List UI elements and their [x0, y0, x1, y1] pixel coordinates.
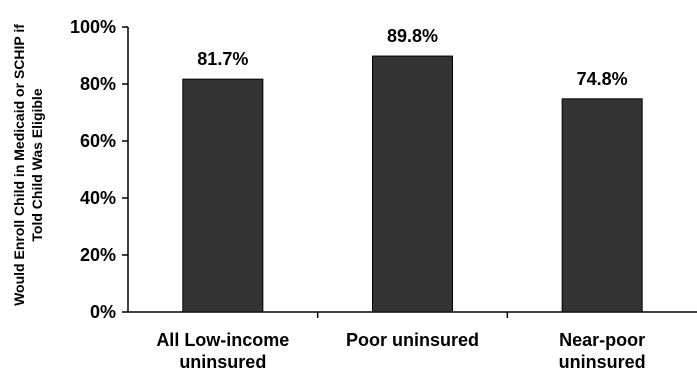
y-tick-label: 60%	[80, 131, 116, 151]
y-tick-label: 40%	[80, 188, 116, 208]
bar	[182, 78, 264, 313]
y-axis-title: Would Enroll Child in Medicaid or SCHIP …	[11, 24, 45, 306]
plot-area: 0%20%40%60%80%100%81.7%All Low-incomeuni…	[70, 17, 697, 372]
y-tick-label: 20%	[80, 245, 116, 265]
y-axis-title-line-2: Told Child Was Eligible	[29, 88, 45, 241]
bar-value-label: 89.8%	[387, 26, 438, 46]
y-tick-label: 100%	[70, 17, 116, 37]
y-axis-title-line-1: Would Enroll Child in Medicaid or SCHIP …	[11, 24, 27, 306]
x-category-label: Near-poor	[559, 330, 645, 350]
x-category-label: Poor uninsured	[346, 330, 479, 350]
bar	[372, 55, 453, 313]
bar-value-label: 81.7%	[197, 49, 248, 69]
y-tick-label: 80%	[80, 74, 116, 94]
y-tick-label: 0%	[90, 302, 116, 322]
bar	[561, 98, 643, 313]
bar-value-label: 74.8%	[577, 69, 628, 89]
x-category-label: uninsured	[179, 352, 266, 372]
x-category-label: uninsured	[559, 352, 646, 372]
x-category-label: All Low-income	[156, 330, 289, 350]
